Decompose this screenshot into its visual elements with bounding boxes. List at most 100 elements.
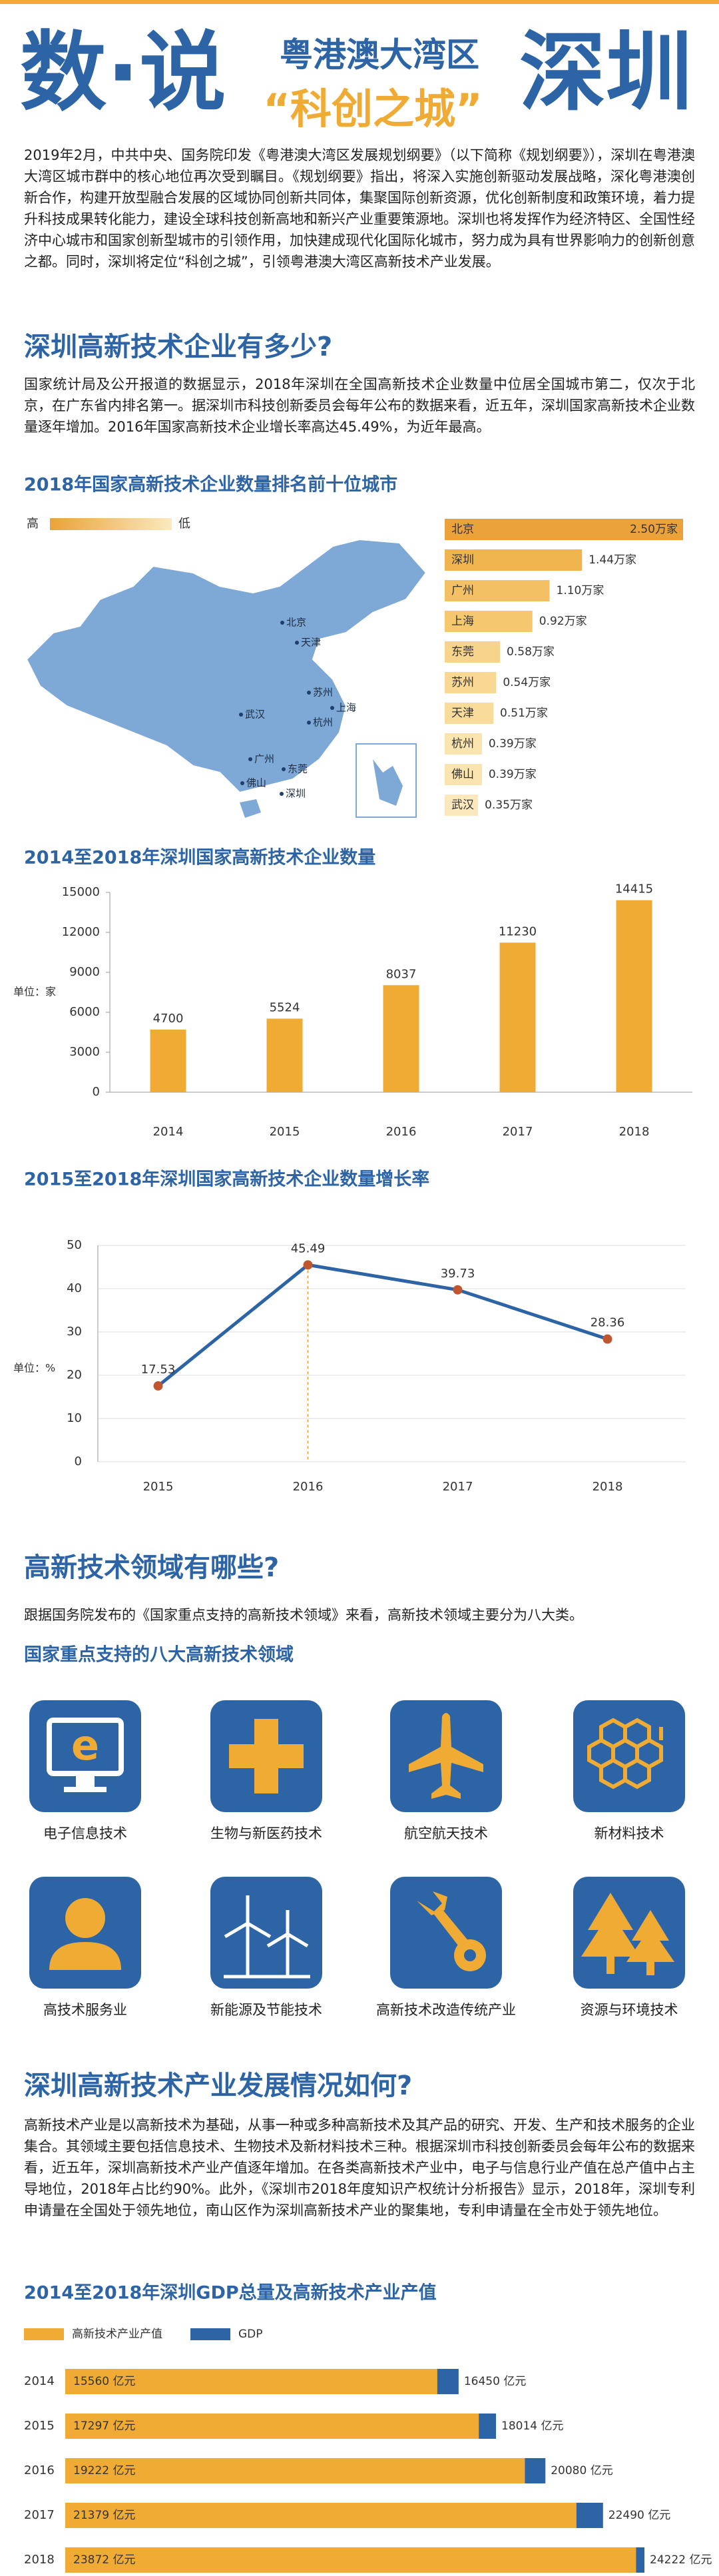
value-label: 0.51万家: [500, 707, 548, 720]
value-label: 20080 亿元: [551, 2464, 612, 2477]
map-city-label: 武汉: [245, 709, 265, 721]
field-label: 新材料技术: [595, 1825, 664, 1841]
header-tagline: “科创之城”: [263, 85, 483, 133]
section-heading: 深圳高新技术产业发展情况如何?: [24, 2071, 412, 2101]
field-label: 生物与新医药技术: [210, 1825, 322, 1841]
value-label: 0.54万家: [503, 676, 551, 689]
category-label: 东莞: [451, 645, 474, 659]
bar: [65, 2503, 577, 2528]
china-map: [25, 538, 427, 794]
city-dot: [307, 721, 311, 725]
bar: [445, 519, 683, 540]
value-label: 5524: [270, 1001, 300, 1015]
y-tick-label: 40: [67, 1281, 82, 1295]
city-dot: [282, 767, 286, 771]
header-title-left: 数·说: [20, 22, 226, 123]
icon-tech-services: [29, 1877, 141, 1989]
hainan: [240, 799, 261, 818]
icon-aerospace: [390, 1700, 502, 1812]
value-label: 16450 亿元: [464, 2375, 526, 2388]
bar: [445, 764, 482, 785]
x-tick-label: 2015: [270, 1125, 300, 1139]
y-tick-label: 12000: [62, 925, 100, 939]
svg-text:e: e: [71, 1721, 99, 1770]
value-label: 0.39万家: [489, 737, 537, 751]
category-label: 佛山: [451, 768, 474, 781]
bar: [65, 2414, 479, 2439]
category-label: 天津: [451, 707, 474, 720]
map-city-label: 北京: [286, 617, 306, 629]
legend-high: 高: [27, 517, 39, 531]
legend-label: GDP: [238, 2328, 263, 2341]
bar: [65, 2547, 636, 2573]
icon-new-energy: [210, 1877, 322, 1989]
map-city-label: 杭州: [313, 717, 333, 729]
inset-frame: [356, 743, 417, 818]
category-label: 杭州: [451, 737, 474, 751]
value-label: 0.92万家: [539, 615, 587, 628]
icon-traditional-upgrade: [390, 1877, 502, 1989]
bar: [445, 549, 583, 571]
subtitle: 国家重点支持的八大高新技术领域: [24, 1644, 294, 1666]
bar: [445, 795, 479, 816]
city-dot: [330, 706, 334, 710]
y-tick-label: 10: [67, 1411, 82, 1425]
category-label: 苏州: [451, 676, 474, 689]
x-tick-label: 2018: [619, 1125, 650, 1139]
city-dot: [280, 792, 284, 796]
city-dot: [307, 691, 311, 695]
map-city-label: 上海: [336, 702, 356, 714]
map-city-label: 东莞: [288, 763, 308, 775]
unit-label: 单位：家: [13, 986, 56, 998]
bar: [65, 2369, 437, 2394]
city-dot: [280, 621, 284, 625]
category-label: 北京: [451, 523, 474, 536]
value-label: 15560 亿元: [73, 2375, 135, 2388]
marker: [303, 1260, 313, 1270]
value-label: 22490 亿元: [608, 2509, 670, 2522]
map-city-label: 佛山: [246, 777, 266, 789]
section-heading: 深圳高新技术企业有多少?: [24, 332, 332, 362]
y-tick-label: 3000: [69, 1045, 100, 1059]
category-label: 2016: [24, 2463, 55, 2477]
section-text: 国家统计局及公开报道的数据显示，2018年深圳在全国高新技术企业数量中位居全国城…: [24, 376, 695, 435]
chart-title: 2014至2018年深圳国家高新技术企业数量: [24, 847, 375, 868]
bar: [445, 733, 482, 755]
y-tick-label: 0: [93, 1085, 100, 1099]
intro-text: 2019年2月，中共中央、国务院印发《粤港澳大湾区发展规划纲要》（以下简称《规划…: [24, 147, 695, 270]
value-label: 0.58万家: [507, 645, 555, 659]
legend-swatch: [190, 2328, 230, 2340]
value-label: 11230: [499, 924, 537, 938]
icon-electronics: e: [29, 1700, 141, 1812]
legend-gradient: [50, 518, 172, 530]
map-city-label: 广州: [254, 753, 274, 765]
field-label: 高技术服务业: [43, 2002, 127, 2018]
bar: [499, 942, 536, 1092]
marker: [602, 1334, 612, 1344]
value-label: 17.53: [141, 1363, 176, 1377]
section-text: 跟据国务院发布的《国家重点支持的高新技术领域》来看，高新技术领域主要分为八大类。: [24, 1607, 583, 1623]
value-label: 28.36: [591, 1316, 625, 1330]
map-city-label: 深圳: [286, 788, 306, 800]
category-label: 2017: [24, 2508, 55, 2522]
value-label: 17297 亿元: [73, 2419, 135, 2433]
chart-title: 2018年国家高新技术企业数量排名前十位城市: [24, 474, 397, 495]
section-heading: 高新技术领域有哪些?: [24, 1552, 279, 1583]
category-label: 武汉: [451, 799, 474, 812]
value-label: 2.50万家: [630, 523, 678, 536]
icon-environment: [573, 1877, 685, 1989]
bar: [445, 641, 501, 663]
x-tick-label: 2014: [153, 1125, 184, 1139]
map-city-label: 苏州: [313, 687, 333, 699]
section-text: 高新技术产业是以高新技术为基础，从事一种或多种高新技术及其产品的研究、开发、生产…: [24, 2117, 695, 2218]
city-dot: [248, 757, 252, 761]
legend-swatch: [24, 2328, 64, 2340]
value-label: 24222 亿元: [650, 2553, 712, 2567]
field-label: 航空航天技术: [404, 1825, 488, 1841]
city-dot: [240, 781, 244, 785]
value-label: 4700: [153, 1012, 184, 1026]
bar: [150, 1030, 186, 1092]
chart-title: 2014至2018年深圳GDP总量及高新技术产业产值: [24, 2282, 437, 2304]
